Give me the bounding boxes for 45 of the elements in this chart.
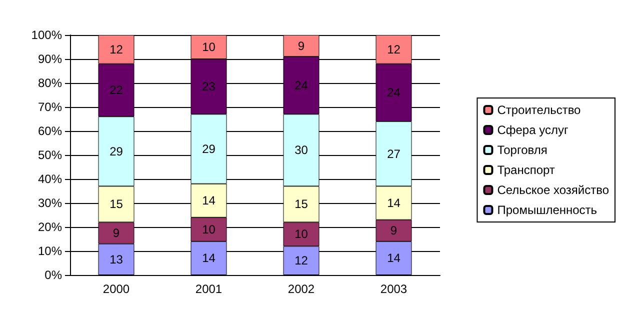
legend-label: Промышленность — [497, 203, 598, 217]
data-label: 10 — [294, 227, 308, 242]
y-tick-label: 0% — [44, 268, 62, 282]
data-label: 27 — [387, 146, 401, 161]
legend-label: Сельское хозяйство — [497, 183, 610, 197]
data-label: 14 — [202, 194, 216, 208]
legend-label: Сфера услуг — [497, 123, 569, 137]
data-label: 12 — [110, 42, 124, 56]
x-tick-label: 2000 — [102, 282, 130, 296]
y-tick-label: 80% — [38, 76, 62, 90]
legend-label: Транспорт — [497, 163, 556, 177]
data-label: 9 — [390, 224, 398, 238]
legend-label: Строительство — [497, 103, 582, 117]
y-tick-label: 60% — [38, 124, 62, 138]
y-tick-label: 10% — [38, 244, 62, 258]
x-tick-label: 2003 — [380, 282, 408, 296]
x-tick-label: 2002 — [288, 282, 315, 296]
data-label: 12 — [294, 254, 308, 268]
data-label: 30 — [294, 143, 308, 158]
data-label: 14 — [202, 251, 216, 266]
data-label: 13 — [110, 252, 124, 266]
y-tick-label: 30% — [38, 196, 62, 210]
data-label: 29 — [202, 142, 216, 156]
data-label: 10 — [202, 40, 216, 54]
x-tick-label: 2001 — [195, 282, 222, 296]
data-label: 10 — [202, 222, 216, 236]
data-label: 12 — [387, 42, 401, 56]
y-tick-label: 100% — [31, 28, 62, 42]
data-label: 23 — [202, 80, 216, 94]
data-label: 29 — [110, 144, 124, 158]
data-label: 15 — [294, 197, 308, 212]
data-label: 14 — [387, 196, 401, 210]
data-label: 24 — [387, 86, 401, 100]
y-tick-label: 20% — [38, 220, 62, 234]
legend-label: Торговля — [497, 143, 548, 157]
data-label: 9 — [298, 38, 305, 53]
data-label: 14 — [387, 251, 401, 266]
y-tick-label: 50% — [38, 148, 62, 162]
data-label: 9 — [112, 226, 120, 240]
data-label: 22 — [110, 83, 124, 98]
y-tick-label: 70% — [38, 100, 62, 114]
y-tick-label: 90% — [38, 52, 62, 66]
y-tick-label: 40% — [38, 172, 62, 186]
data-label: 24 — [294, 78, 308, 92]
data-label: 15 — [110, 197, 124, 212]
